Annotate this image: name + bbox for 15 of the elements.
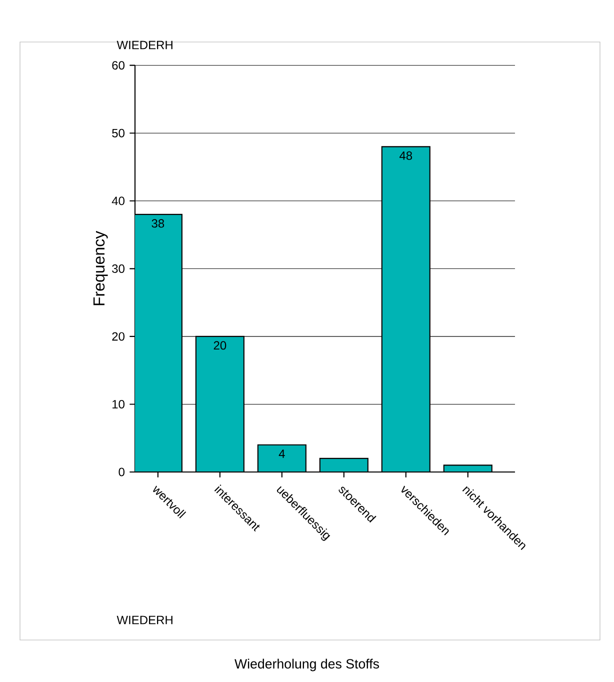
chart-title: WIEDERH	[116, 40, 172, 50]
y-tick-label: 10	[112, 400, 124, 408]
data-label: 38	[152, 219, 164, 228]
y-tick-label: 30	[112, 264, 124, 273]
data-label: 48	[399, 151, 412, 160]
data-label: 4	[278, 450, 285, 458]
data-label: 20	[214, 341, 226, 350]
y-tick-label: 40	[112, 196, 124, 206]
text: WIEDERH	[116, 616, 172, 624]
y-tick-label: 60	[112, 61, 124, 70]
y-tick-label: 0	[118, 468, 124, 476]
y-tick-label: 50	[112, 128, 124, 138]
y-tick-label: 20	[112, 332, 124, 341]
y-axis-title: Frequency	[93, 230, 108, 306]
text: Wiederholung des Stoffs	[234, 658, 380, 672]
